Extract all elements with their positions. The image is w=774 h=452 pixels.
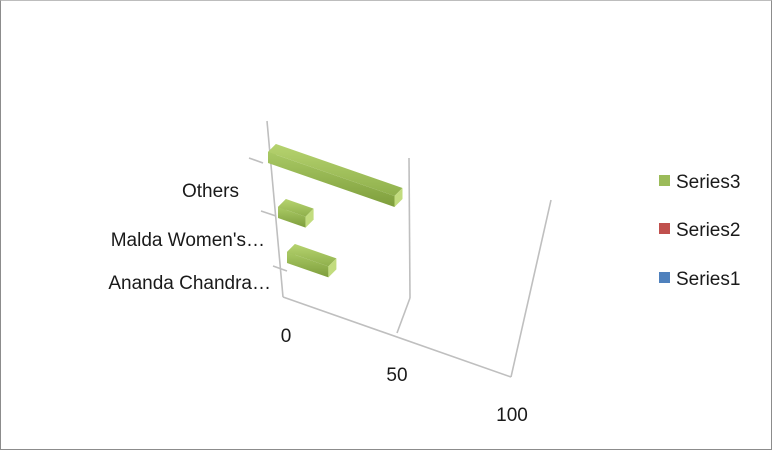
gridline-100-back	[510, 199, 552, 378]
bar-ananda-chandra	[287, 244, 337, 278]
x-tick-label-50: 50	[386, 365, 407, 386]
gridline-50-back	[408, 157, 411, 299]
floor-left-edge	[282, 296, 512, 378]
legend-swatch-series1	[659, 272, 670, 283]
x-tick-label-100: 100	[496, 405, 528, 426]
bar-others-front	[268, 152, 395, 207]
bar-malda-women-s-end	[305, 208, 314, 228]
legend-label-series3: Series3	[676, 172, 740, 193]
chart-axes	[248, 120, 552, 378]
bar-ananda-chandra-top	[287, 244, 337, 267]
bar-ananda-chandra-front	[287, 252, 329, 278]
series3-bars	[268, 144, 403, 278]
category-label-ananda: Ananda Chandra…	[108, 273, 271, 294]
category-label-others: Others	[182, 181, 239, 202]
category-tick-bottom	[272, 265, 288, 272]
category-label-malda: Malda Women's…	[111, 230, 265, 251]
legend-label-series1: Series1	[676, 269, 740, 290]
bar-malda-women-s-front	[278, 207, 306, 228]
gridline-50-floor	[396, 297, 411, 334]
bar-ananda-chandra-end	[328, 258, 337, 278]
legend: Series3 Series2 Series1	[659, 172, 740, 290]
bar-malda-women-s	[278, 199, 314, 228]
category-tick-top	[248, 157, 264, 164]
legend-swatch-series3	[659, 175, 670, 186]
category-tick-mid	[260, 210, 277, 217]
legend-label-series2: Series2	[676, 220, 740, 241]
back-wall-left-edge	[266, 120, 284, 298]
legend-swatch-series2	[659, 223, 670, 234]
bar-others-end	[394, 188, 403, 207]
x-tick-label-0: 0	[281, 326, 292, 347]
bar-others	[268, 144, 403, 207]
bar-malda-women-s-top	[278, 199, 314, 217]
bar-others-top	[268, 144, 403, 196]
